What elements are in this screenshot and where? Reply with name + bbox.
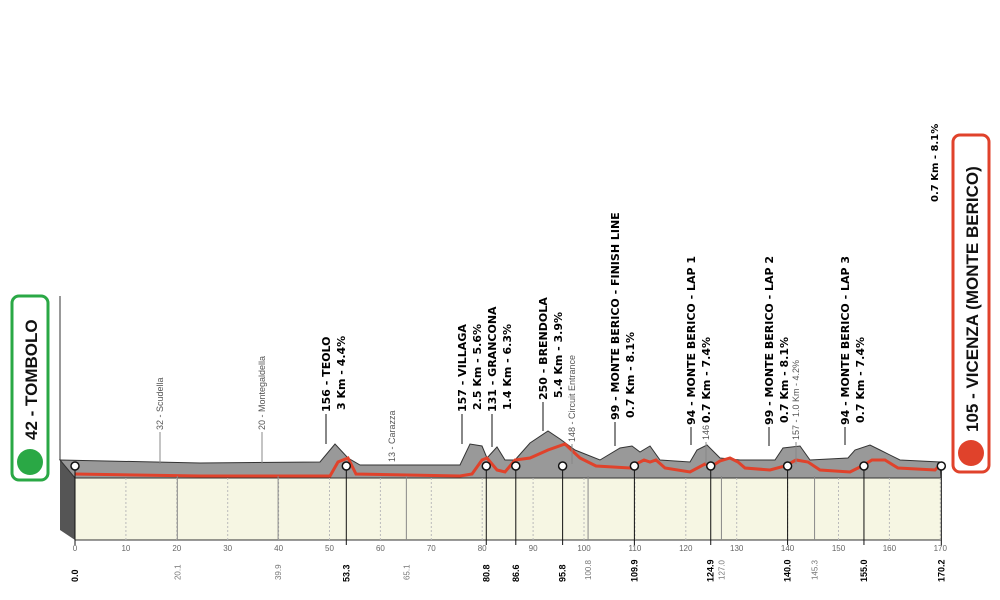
marker-dot bbox=[557, 461, 568, 471]
profile-side bbox=[60, 460, 75, 540]
km-tick-label: 110 bbox=[629, 544, 642, 553]
km-tick-label: 60 bbox=[376, 544, 385, 553]
climb-name: 99 - MONTE BERICO - FINISH LINE bbox=[609, 212, 622, 420]
km-tick-label: 30 bbox=[223, 544, 232, 553]
km-tick-label: 90 bbox=[529, 544, 538, 553]
km-tick-label: 80 bbox=[478, 544, 487, 553]
climb-name: 250 - BRENDOLA bbox=[537, 297, 550, 400]
finish-label: 105 - VICENZA (MONTE BERICO) bbox=[963, 166, 982, 432]
marker-dot bbox=[481, 461, 492, 471]
km-tick-label: 150 bbox=[832, 544, 846, 553]
climb-detail: 0.7 Km - 7.4% bbox=[854, 337, 867, 423]
waypoint-label: 32 - Scudella bbox=[155, 377, 165, 430]
marker-dot bbox=[936, 461, 947, 471]
marker-label: 155.0 bbox=[859, 559, 869, 582]
climb-name: 94 - MONTE BERICO - LAP 3 bbox=[839, 256, 852, 425]
profile bbox=[58, 430, 942, 479]
km-tick-label: 20 bbox=[172, 544, 181, 553]
km-tick-label: 70 bbox=[427, 544, 436, 553]
marker-dot bbox=[705, 461, 716, 471]
climb-name: 131 - GRANCONA bbox=[486, 306, 499, 412]
marker-label: 0.0 bbox=[70, 569, 80, 582]
start-badge: 42 - TOMBOLO bbox=[10, 294, 50, 482]
marker-dot bbox=[859, 461, 869, 471]
waypoint-label: 13 - Carazza bbox=[387, 410, 397, 462]
marker-dot bbox=[70, 461, 80, 471]
climb-name: 99 - MONTE BERICO - LAP 2 bbox=[763, 256, 776, 425]
climb-detail: 0.7 Km - 8.1% bbox=[778, 337, 791, 423]
climb-name: 156 - TEOLO bbox=[320, 336, 333, 412]
minor-marker-label: 39.9 bbox=[274, 564, 283, 580]
climb-detail: 1.4 Km - 6.3% bbox=[501, 324, 514, 410]
climb-detail: 2.5 Km - 5.6% bbox=[471, 324, 484, 410]
marker-label: 140.0 bbox=[783, 559, 793, 582]
climb-name: 157 - VILLAGA bbox=[456, 324, 469, 412]
km-tick-label: 10 bbox=[121, 544, 130, 553]
start-label: 42 - TOMBOLO bbox=[22, 319, 41, 440]
minor-marker-label: 20.1 bbox=[173, 564, 182, 580]
marker-label: 124.9 bbox=[706, 559, 716, 582]
route-line bbox=[74, 442, 943, 478]
waypoint-label: 20 - Montegaldella bbox=[257, 356, 267, 430]
marker-label: 109.9 bbox=[629, 559, 639, 582]
waypoint-label: 146 bbox=[701, 425, 711, 440]
plain-area bbox=[75, 478, 941, 540]
marker-dot bbox=[629, 461, 640, 471]
waypoint-label: 157 - 1.0 Km - 4.2% bbox=[791, 360, 801, 440]
climb-detail: 0.7 Km - 7.4% bbox=[700, 337, 713, 423]
km-tick-label: 40 bbox=[274, 544, 283, 553]
finish-climb: 0.7 Km - 8.1% bbox=[930, 124, 941, 202]
climb-detail: 0.7 Km - 8.1% bbox=[624, 332, 637, 418]
km-tick-label: 50 bbox=[325, 544, 334, 553]
km-tick-label: 140 bbox=[781, 544, 795, 553]
km-tick-label: 160 bbox=[883, 544, 897, 553]
km-tick-label: 0 bbox=[73, 544, 78, 553]
marker-dot bbox=[782, 461, 793, 471]
marker-label: 170.2 bbox=[936, 559, 946, 582]
km-tick-label: 100 bbox=[577, 544, 591, 553]
minor-marker-label: 100.8 bbox=[584, 559, 593, 580]
km-tick-label: 130 bbox=[730, 544, 744, 553]
marker-dot bbox=[341, 461, 352, 471]
climb-detail: 5.4 Km - 3.9% bbox=[552, 312, 565, 398]
minor-marker-label: 65.1 bbox=[402, 564, 411, 580]
minor-marker-label: 127.0 bbox=[717, 559, 726, 580]
marker-label: 86.6 bbox=[511, 564, 521, 582]
minor-marker-label: 145.3 bbox=[811, 559, 820, 580]
km-tick-label: 170 bbox=[934, 544, 948, 553]
marker-label: 53.3 bbox=[341, 564, 351, 582]
climb-name: 94 - MONTE BERICO - LAP 1 bbox=[685, 256, 698, 425]
marker-dot bbox=[511, 461, 521, 471]
km-tick-label: 120 bbox=[679, 544, 693, 553]
marker-label: 95.8 bbox=[558, 564, 568, 582]
waypoint-label: 148 - Circuit Entrance bbox=[567, 355, 577, 442]
finish-badge: 105 - VICENZA (MONTE BERICO) 0.7 Km - 8.… bbox=[930, 124, 991, 474]
marker-label: 80.8 bbox=[481, 564, 491, 582]
climb-detail: 3 Km - 4.4% bbox=[335, 336, 348, 410]
